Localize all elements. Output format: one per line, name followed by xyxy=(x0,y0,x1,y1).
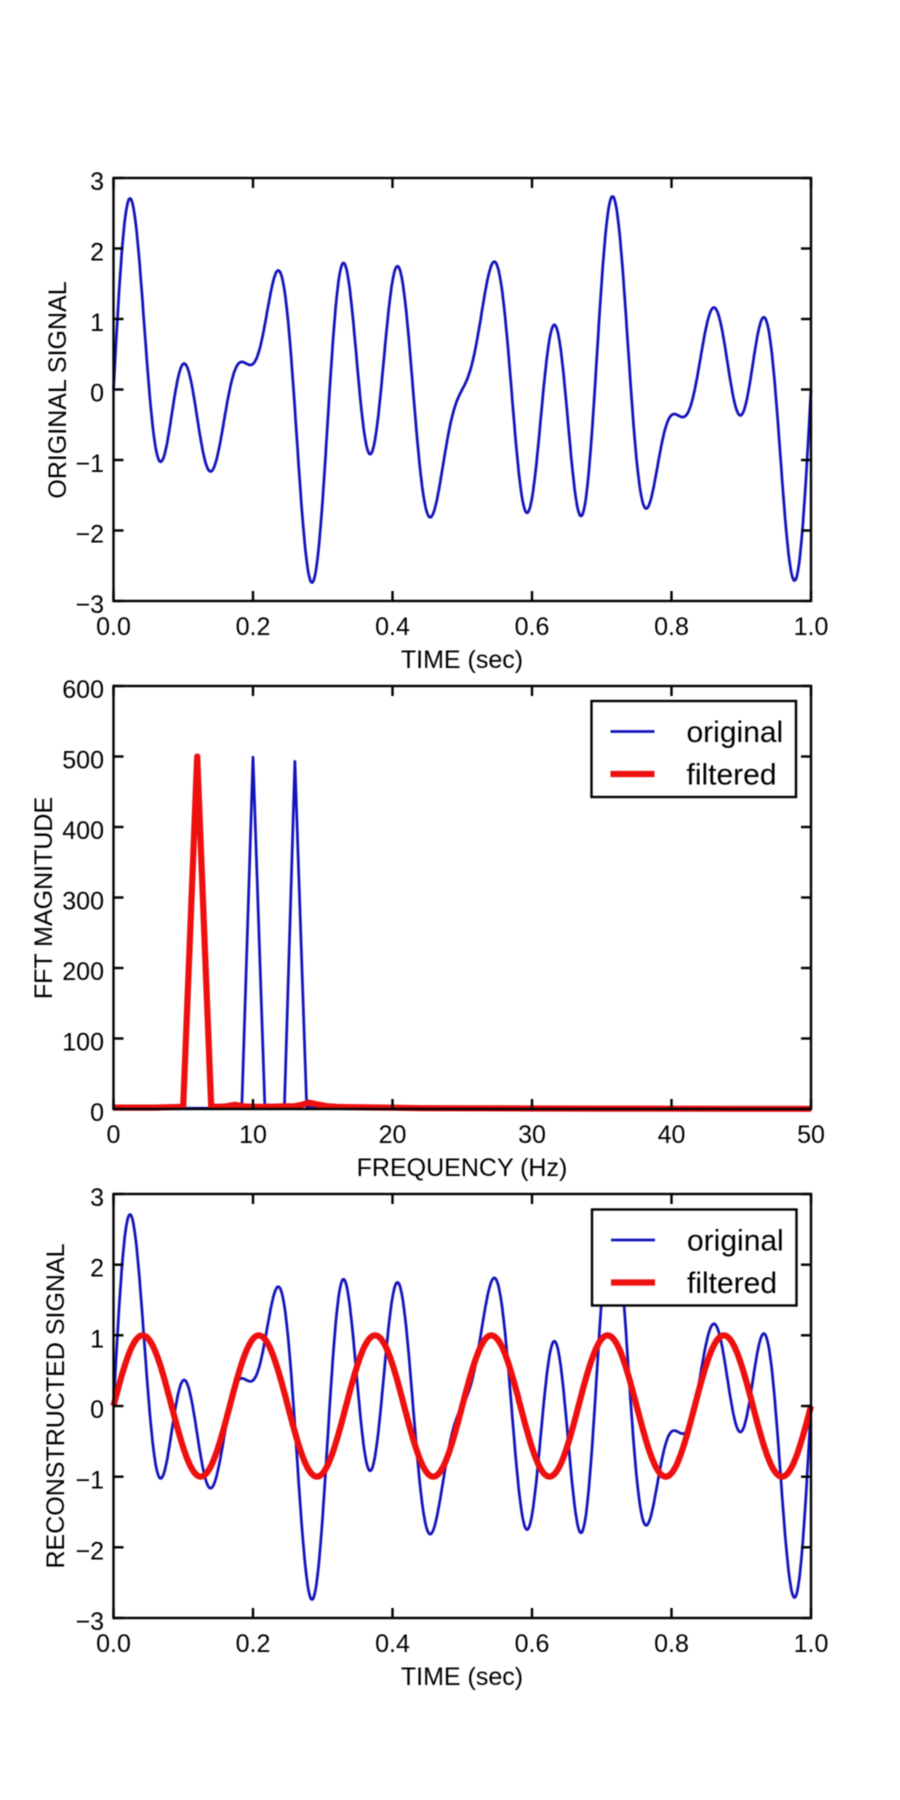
svg-text:0: 0 xyxy=(107,1121,121,1149)
svg-text:−3: −3 xyxy=(75,1608,104,1636)
svg-text:filtered: filtered xyxy=(687,759,777,792)
svg-text:10: 10 xyxy=(239,1121,267,1149)
svg-text:200: 200 xyxy=(62,958,104,986)
svg-text:1.0: 1.0 xyxy=(794,1630,829,1658)
svg-text:3: 3 xyxy=(90,168,104,196)
svg-text:−1: −1 xyxy=(75,450,104,478)
svg-text:300: 300 xyxy=(62,888,104,916)
svg-text:40: 40 xyxy=(658,1121,686,1149)
svg-text:0.0: 0.0 xyxy=(96,613,131,641)
svg-text:−3: −3 xyxy=(75,591,104,619)
svg-text:50: 50 xyxy=(797,1121,825,1149)
svg-text:2: 2 xyxy=(90,1255,104,1283)
svg-text:0: 0 xyxy=(90,380,104,408)
svg-text:FREQUENCY (Hz): FREQUENCY (Hz) xyxy=(357,1154,568,1182)
svg-text:original: original xyxy=(687,716,784,749)
svg-text:20: 20 xyxy=(379,1121,407,1149)
svg-text:0.8: 0.8 xyxy=(654,1630,689,1658)
svg-text:100: 100 xyxy=(62,1029,104,1057)
svg-text:−2: −2 xyxy=(75,521,104,549)
svg-text:TIME (sec): TIME (sec) xyxy=(401,1663,523,1691)
svg-text:2: 2 xyxy=(90,239,104,267)
svg-text:30: 30 xyxy=(518,1121,546,1149)
svg-text:0.2: 0.2 xyxy=(236,1630,271,1658)
svg-text:1: 1 xyxy=(90,309,104,337)
svg-text:0: 0 xyxy=(90,1099,104,1127)
svg-text:0.6: 0.6 xyxy=(515,1630,550,1658)
svg-text:0.6: 0.6 xyxy=(515,613,550,641)
svg-text:0.2: 0.2 xyxy=(236,613,271,641)
svg-text:0: 0 xyxy=(90,1396,104,1424)
svg-text:filtered: filtered xyxy=(687,1267,777,1300)
svg-text:0.0: 0.0 xyxy=(96,1630,131,1658)
svg-text:0.4: 0.4 xyxy=(375,613,410,641)
svg-text:500: 500 xyxy=(62,747,104,775)
svg-text:1.0: 1.0 xyxy=(794,613,829,641)
svg-text:1: 1 xyxy=(90,1325,104,1353)
svg-text:0.8: 0.8 xyxy=(654,613,689,641)
svg-text:FFT MAGNITUDE: FFT MAGNITUDE xyxy=(30,797,58,999)
svg-text:RECONSTRUCTED SIGNAL: RECONSTRUCTED SIGNAL xyxy=(42,1243,70,1568)
svg-text:original: original xyxy=(687,1225,784,1258)
svg-text:−1: −1 xyxy=(75,1467,104,1495)
svg-text:TIME (sec): TIME (sec) xyxy=(401,646,523,674)
svg-text:3: 3 xyxy=(90,1184,104,1212)
svg-text:−2: −2 xyxy=(75,1537,104,1565)
svg-text:ORIGINAL SIGNAL: ORIGINAL SIGNAL xyxy=(44,281,72,498)
svg-text:400: 400 xyxy=(62,817,104,845)
svg-text:600: 600 xyxy=(62,676,104,704)
svg-text:0.4: 0.4 xyxy=(375,1630,410,1658)
